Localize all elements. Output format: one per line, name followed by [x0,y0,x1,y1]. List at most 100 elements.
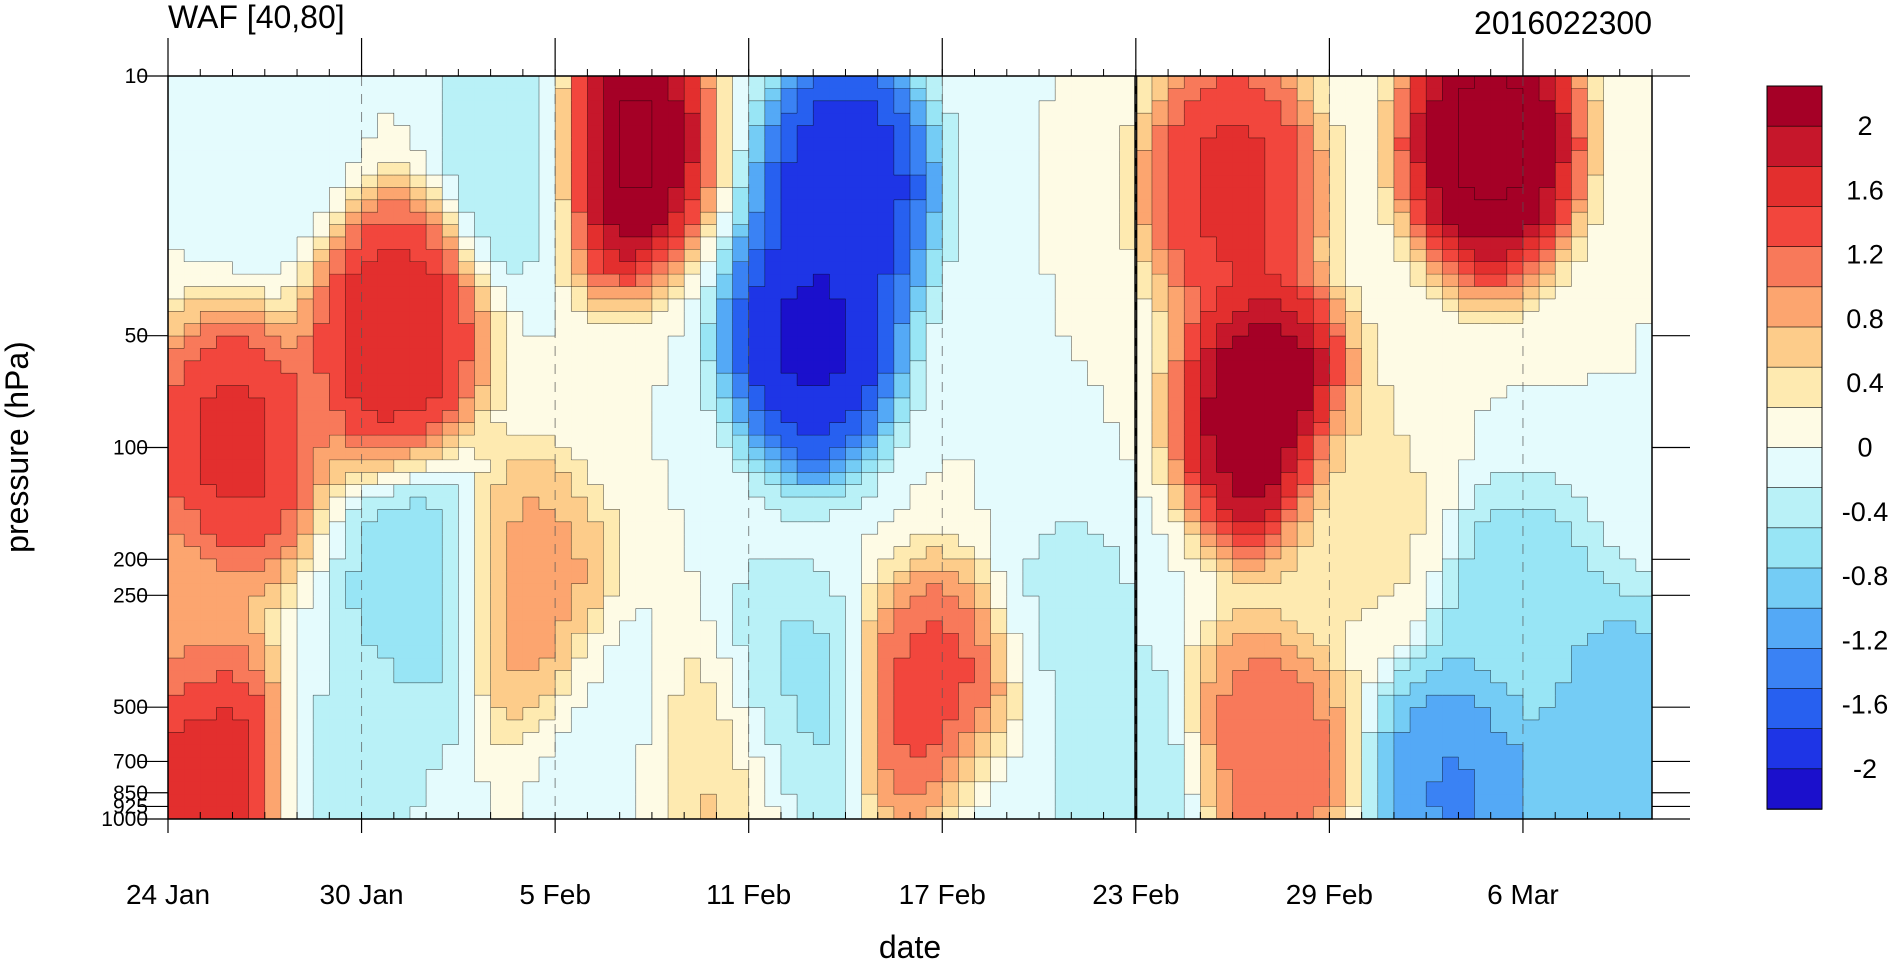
field-cell [248,645,266,659]
field-cell [409,261,427,275]
field-cell [1022,224,1040,238]
field-cell [426,76,443,89]
field-cell [1442,583,1460,597]
field-cell [522,236,540,250]
field-cell [1135,571,1153,585]
field-cell [974,620,992,634]
field-cell [216,633,234,647]
field-cell [1377,261,1395,275]
field-cell [409,435,427,449]
field-cell [442,88,459,102]
field-cell [1087,447,1105,461]
field-cell [845,732,863,746]
field-cell [1377,298,1395,312]
field-cell [732,546,750,560]
field-cell [1458,323,1476,337]
field-cell [1377,274,1395,288]
field-cell [1200,261,1218,275]
field-cell [506,509,524,523]
field-cell [651,76,669,89]
field-cell [1232,373,1250,387]
field-cell [603,88,621,102]
field-cell [168,212,185,226]
field-cell [1039,162,1056,176]
field-cell [764,509,782,523]
field-cell [377,534,395,548]
field-cell [1232,298,1250,312]
field-cell [409,608,427,622]
field-cell [1426,633,1443,647]
field-cell [297,447,314,461]
field-cell [1071,360,1089,374]
field-cell [555,596,572,610]
field-cell [1022,125,1040,139]
field-cell [990,608,1008,622]
field-cell [280,360,298,374]
field-cell [1055,212,1072,226]
field-cell [1410,76,1427,89]
field-cell [280,348,298,362]
field-cell [845,348,863,362]
field-cell [1264,447,1282,461]
field-cell [1361,472,1379,486]
field-cell [216,249,234,263]
field-cell [168,397,185,411]
field-cell [1345,719,1363,733]
field-cell [248,707,266,721]
field-cell [974,249,992,263]
field-cell [1587,571,1605,585]
field-cell [313,658,330,671]
field-cell [345,583,363,597]
field-cell [1216,199,1234,213]
field-cell [845,719,863,733]
field-cell [1039,484,1056,498]
field-cell [1490,100,1508,114]
field-cell [1410,707,1427,721]
field-cell [1055,422,1072,436]
field-cell [651,199,669,213]
field-cell [780,360,798,374]
field-cell [168,175,185,189]
field-cell [361,571,379,585]
field-cell [1539,113,1556,127]
field-cell [1635,484,1652,498]
field-cell [651,236,669,250]
field-cell [1119,348,1137,362]
field-cell [1442,459,1460,473]
field-cell [813,707,830,721]
field-cell [1297,212,1314,226]
field-cell [926,373,943,387]
field-cell [635,236,653,250]
field-cell [1393,707,1411,721]
field-cell [200,298,217,312]
field-cell [893,546,911,560]
field-cell [877,125,895,139]
field-cell [1232,472,1250,486]
field-cell [1022,546,1040,560]
field-cell [668,298,685,312]
field-cell [1603,682,1621,696]
field-cell [1313,199,1330,213]
field-cell [861,385,879,399]
field-cell [845,558,863,572]
field-cell [861,719,879,733]
field-cell [861,311,879,325]
field-cell [974,546,992,560]
field-cell [1087,311,1105,325]
field-cell [1361,298,1379,312]
field-cell [1442,336,1460,350]
field-cell [329,658,347,671]
field-cell [732,261,750,275]
field-cell [168,583,185,597]
field-cell [297,744,314,758]
field-cell [1006,150,1024,164]
field-cell [1571,509,1589,523]
field-cell [764,484,782,498]
field-cell [426,719,443,733]
field-cell [845,633,863,647]
field-cell [345,707,363,721]
field-cell [377,125,395,139]
field-cell [1087,608,1105,622]
field-cell [1619,373,1637,387]
field-cell [168,298,185,312]
